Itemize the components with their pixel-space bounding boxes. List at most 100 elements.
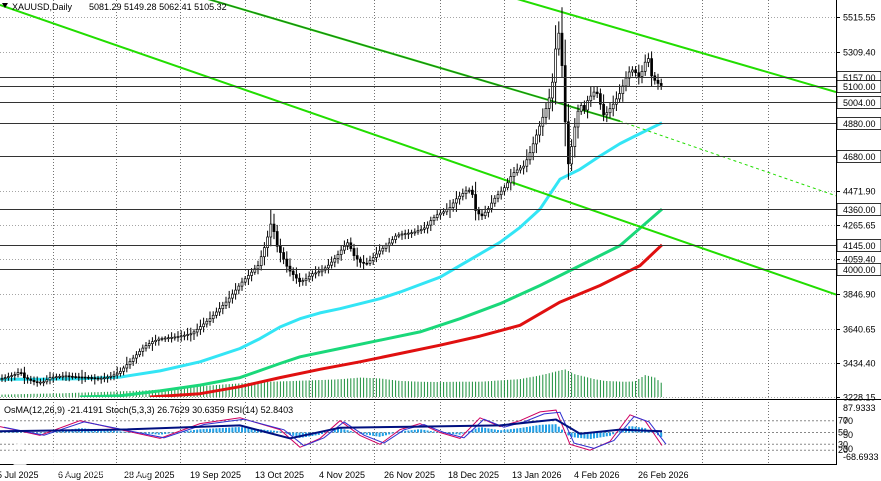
osma-bar: [404, 430, 407, 433]
osma-bar: [365, 432, 368, 435]
candle-body: [71, 375, 74, 378]
candle-body: [538, 125, 541, 136]
candle-body: [634, 69, 637, 74]
osma-bar: [333, 429, 336, 433]
osma-bar: [573, 432, 576, 438]
osma-bar: [535, 425, 538, 433]
candle-body: [160, 338, 164, 340]
candle-body: [551, 81, 554, 99]
osma-bar: [231, 427, 234, 433]
candle-body: [480, 213, 484, 217]
candle-body: [359, 258, 362, 263]
time-tick-label: 15 Jul 2025: [0, 470, 39, 480]
candle-body: [371, 257, 375, 261]
candle-body: [608, 108, 612, 114]
osma-bar: [276, 431, 279, 433]
candle-body: [144, 345, 148, 349]
osma-bar: [269, 430, 272, 433]
candle-body: [167, 337, 170, 340]
candle-body: [240, 281, 244, 287]
osma-bar: [228, 427, 231, 433]
candle-body: [525, 159, 529, 167]
osma-bar: [525, 427, 528, 433]
candle-body: [429, 220, 433, 226]
candle-body: [490, 202, 493, 209]
osma-bar: [103, 430, 106, 433]
price-tick-label: 3228.15: [843, 393, 876, 403]
candle-body: [378, 250, 381, 255]
candle-body: [519, 167, 522, 171]
osma-bar: [119, 431, 122, 433]
osma-bar: [221, 427, 224, 433]
osma-bar: [100, 429, 103, 433]
candle-body: [567, 121, 570, 165]
candle-body: [224, 301, 228, 306]
candle-body: [125, 364, 129, 369]
osma-bar: [145, 432, 147, 434]
candle-body: [384, 245, 388, 249]
candle-body: [394, 235, 397, 240]
price-tick-label: 4059.40: [843, 255, 876, 265]
osma-bar: [378, 432, 381, 437]
candle-body: [154, 340, 157, 343]
osma-bar: [388, 432, 391, 435]
osma-bar: [253, 428, 256, 433]
osma-bar: [458, 432, 461, 435]
candle-body: [29, 378, 33, 381]
candle-body: [3, 377, 7, 379]
osma-bar: [548, 424, 551, 433]
osc-level-label: 30: [838, 439, 848, 449]
osma-bar: [660, 432, 663, 437]
candle-body: [624, 77, 628, 87]
time-axis: 15 Jul 2025 6 Aug 2025 28 Aug 2025 19 Sep 2…: [0, 470, 689, 480]
osma-bar: [561, 429, 563, 433]
price-tick-label: 5515.55: [843, 13, 876, 23]
candle-body: [509, 176, 513, 184]
osma-bar: [39, 432, 42, 434]
volume-bars: [1, 369, 662, 397]
osma-bar: [436, 432, 439, 433]
candle-body: [291, 270, 295, 275]
candle-body: [586, 100, 589, 111]
candle-body: [419, 229, 423, 232]
channel-line: [517, 0, 836, 94]
osma-bar: [509, 429, 512, 433]
candle-body: [474, 194, 477, 211]
osma-bar: [586, 432, 589, 439]
osma-bar: [500, 430, 503, 433]
osc-level-label: 70: [838, 416, 848, 426]
price-level-label: 4000.00: [843, 265, 876, 275]
osma-bar: [298, 432, 301, 438]
candle-body: [151, 341, 154, 344]
candle-body: [656, 79, 660, 84]
candle-body: [407, 232, 410, 235]
time-tick-label: 6 Aug 2025: [58, 470, 104, 480]
osma-bar: [196, 429, 199, 433]
candle-body: [330, 261, 333, 266]
candle-body: [183, 334, 186, 337]
candle-body: [643, 61, 647, 72]
candle-body: [288, 265, 292, 272]
osma-bar: [17, 431, 19, 433]
time-tick-label: 4 Feb 2026: [574, 470, 620, 480]
candle-body: [122, 367, 125, 372]
osc-level-label: 20: [838, 445, 848, 455]
candle-body: [499, 190, 503, 196]
osma-bar: [605, 432, 608, 437]
candle-body: [576, 110, 580, 128]
instaforex-logo-icon: [8, 443, 32, 467]
candle-body: [455, 198, 458, 204]
price-level-label: 4360.00: [843, 205, 876, 215]
osc-tick-label: 30: [843, 444, 853, 454]
osma-bar: [417, 429, 419, 433]
candle-body: [416, 230, 420, 233]
candle-body: [506, 182, 509, 189]
candle-body: [333, 258, 337, 263]
candle-body: [483, 211, 487, 217]
candle-body: [544, 108, 548, 118]
price-level-label: 5004.00: [843, 98, 876, 108]
osma-bar: [484, 427, 487, 433]
osma-bar: [596, 432, 599, 438]
candle-body: [247, 275, 250, 280]
